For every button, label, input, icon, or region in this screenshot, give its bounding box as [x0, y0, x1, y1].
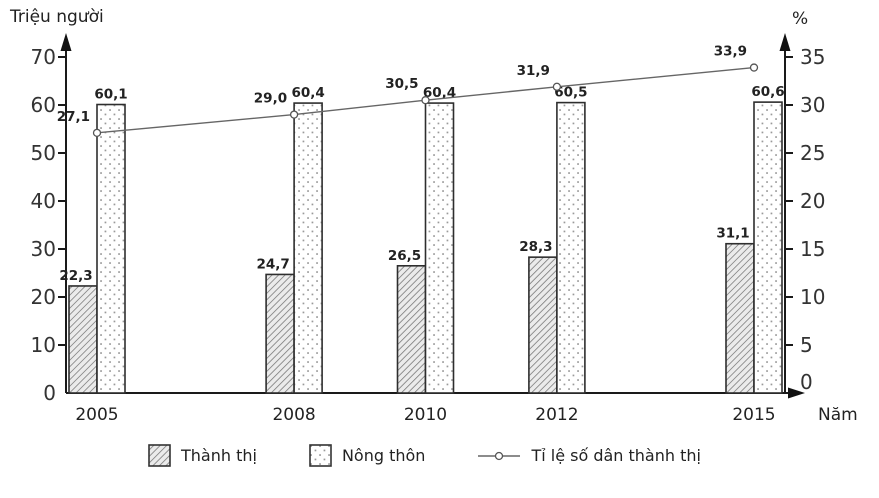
x-axis-year-label: 2010: [404, 405, 447, 425]
bar-rural-2012: [556, 101, 586, 394]
left-axis-tick-label: 50: [31, 141, 56, 165]
right-axis-tick-label: 20: [800, 189, 825, 213]
left-axis-tick-label: 40: [31, 189, 56, 213]
dotted-square-swatch-icon: [309, 444, 332, 467]
line-value-label: 29,0: [254, 91, 287, 107]
left-axis-title: Triệu người: [9, 7, 104, 27]
line-marker-2005: [92, 128, 102, 137]
right-axis-tick-label: 10: [800, 285, 825, 309]
combo-chart-canvas: 0 10 20 30 40 50 60 70 0 5 10 15 20 25 30 35 Triệu người…: [9, 7, 858, 425]
legend-item-rural: Nông thôn: [309, 444, 425, 467]
x-axis-year-label: 2012: [535, 405, 578, 425]
legend-label-rural: Nông thôn: [341, 446, 426, 465]
line-marker-2010: [421, 96, 430, 105]
bar-urban-2015: [725, 242, 755, 394]
bar-rural-value-label: 60,6: [751, 84, 784, 100]
bar-urban-2012: [528, 256, 558, 394]
legend-item-urban-ratio: Tỉ lệ số dân thành thị: [477, 446, 701, 465]
bar-rural-2015: [753, 101, 783, 394]
legend-item-urban: Thành thị: [148, 444, 257, 467]
left-axis-tick-label: 0: [43, 381, 56, 405]
line-marker-2008: [289, 110, 299, 119]
legend-label-urban-ratio: Tỉ lệ số dân thành thị: [531, 446, 701, 465]
left-axis-tick-label: 30: [31, 237, 56, 261]
bar-rural-value-label: 60,4: [291, 85, 324, 101]
right-axis-tick-label: 5: [800, 333, 813, 357]
line-value-label: 33,9: [714, 44, 747, 60]
bar-rural-value-label: 60,5: [554, 85, 587, 101]
bar-urban-value-label: 22,3: [59, 268, 92, 284]
line-value-label: 30,5: [385, 76, 418, 92]
hatched-square-swatch-icon: [148, 444, 171, 467]
bar-urban-value-label: 26,5: [388, 248, 421, 264]
left-axis-tick-label: 70: [31, 45, 56, 69]
left-axis-tick-label: 60: [31, 93, 56, 117]
right-axis-arrow-icon: [779, 33, 791, 51]
x-axis-year-label: 2008: [272, 405, 315, 425]
right-axis-tick-label: 30: [800, 93, 825, 117]
bar-urban-2005: [68, 285, 98, 394]
right-axis-tick-label: 0: [800, 370, 813, 394]
bar-urban-value-label: 31,1: [716, 226, 749, 242]
bar-rural-2008: [293, 102, 323, 394]
x-axis-title: Năm: [818, 405, 858, 425]
bar-urban-value-label: 24,7: [256, 256, 289, 272]
bar-rural-value-label: 60,1: [94, 87, 127, 103]
bar-rural-value-label: 60,4: [423, 85, 456, 101]
line-marker-2012: [552, 82, 562, 91]
right-axis-tick-label: 15: [800, 237, 825, 261]
left-axis-tick-label: 20: [31, 285, 56, 309]
right-axis-title: %: [792, 9, 808, 29]
line-value-label: 27,1: [57, 109, 90, 125]
bar-rural-2010: [424, 102, 455, 394]
left-axis-tick-label: 10: [31, 333, 56, 357]
bar-rural-2005: [96, 103, 126, 394]
bar-urban-2010: [396, 264, 427, 394]
x-axis-arrow-icon: [788, 387, 805, 399]
right-axis-tick-label: 25: [800, 141, 825, 165]
bar-urban-value-label: 28,3: [519, 239, 552, 255]
legend-label-urban: Thành thị: [181, 446, 257, 465]
bar-urban-2008: [265, 273, 295, 394]
line-value-label: 31,9: [517, 63, 550, 79]
x-axis-year-label: 2015: [732, 405, 775, 425]
right-axis-tick-label: 35: [800, 45, 825, 69]
line-marker-swatch-icon: [478, 451, 521, 460]
line-marker-2015: [749, 63, 759, 72]
left-axis-arrow-icon: [60, 33, 72, 51]
x-axis-year-label: 2005: [75, 405, 118, 425]
chart-legend: Thành thị Nông thôn Tỉ lệ số dân thành t…: [148, 444, 879, 467]
